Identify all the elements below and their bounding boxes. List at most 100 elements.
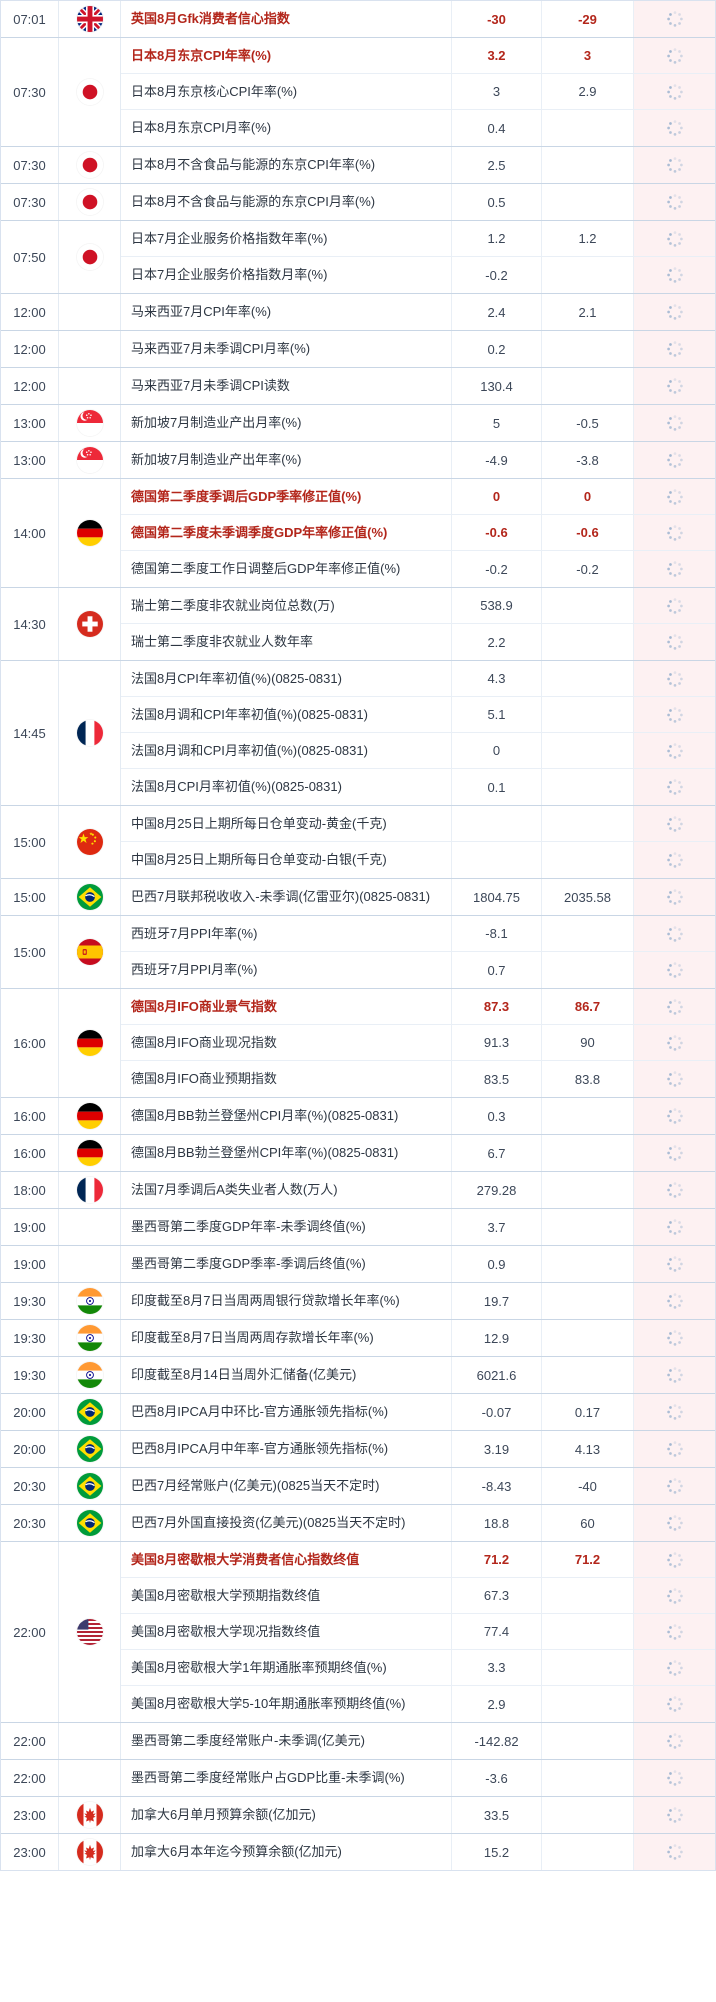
event-name[interactable]: 印度截至8月7日当周两周存款增长年率(%) (121, 1320, 452, 1356)
chart-loading-cell[interactable] (634, 1797, 715, 1833)
chart-loading-cell[interactable] (634, 1723, 715, 1759)
event-row[interactable]: 德国第二季度工作日调整后GDP年率修正值(%) -0.2 -0.2 (121, 551, 715, 587)
event-row[interactable]: 德国8月IFO商业现况指数 91.3 90 (121, 1025, 715, 1061)
event-name[interactable]: 墨西哥第二季度GDP季率-季调后终值(%) (121, 1246, 452, 1282)
chart-loading-cell[interactable] (634, 1760, 715, 1796)
event-name[interactable]: 瑞士第二季度非农就业人数年率 (121, 624, 452, 660)
event-row[interactable]: 巴西7月经常账户(亿美元)(0825当天不定时) -8.43 -40 (121, 1468, 715, 1504)
chart-loading-cell[interactable] (634, 661, 715, 696)
event-row[interactable]: 日本8月东京CPI月率(%) 0.4 (121, 110, 715, 146)
event-row[interactable]: 德国8月BB勃兰登堡州CPI年率(%)(0825-0831) 6.7 (121, 1135, 715, 1171)
event-name[interactable]: 法国8月CPI年率初值(%)(0825-0831) (121, 661, 452, 696)
event-row[interactable]: 瑞士第二季度非农就业岗位总数(万) 538.9 (121, 588, 715, 624)
event-row[interactable]: 马来西亚7月未季调CPI月率(%) 0.2 (121, 331, 715, 367)
event-row[interactable]: 新加坡7月制造业产出月率(%) 5 -0.5 (121, 405, 715, 441)
chart-loading-cell[interactable] (634, 1135, 715, 1171)
event-row[interactable]: 德国第二季度季调后GDP季率修正值(%) 0 0 (121, 479, 715, 515)
chart-loading-cell[interactable] (634, 294, 715, 330)
chart-loading-cell[interactable] (634, 1394, 715, 1430)
chart-loading-cell[interactable] (634, 879, 715, 915)
event-name[interactable]: 巴西8月IPCA月中环比-官方通胀领先指标(%) (121, 1394, 452, 1430)
chart-loading-cell[interactable] (634, 1431, 715, 1467)
event-row[interactable]: 法国8月调和CPI年率初值(%)(0825-0831) 5.1 (121, 697, 715, 733)
event-row[interactable]: 墨西哥第二季度GDP季率-季调后终值(%) 0.9 (121, 1246, 715, 1282)
event-row[interactable]: 马来西亚7月CPI年率(%) 2.4 2.1 (121, 294, 715, 330)
event-name[interactable]: 法国8月CPI月率初值(%)(0825-0831) (121, 769, 452, 805)
event-row[interactable]: 瑞士第二季度非农就业人数年率 2.2 (121, 624, 715, 660)
event-name[interactable]: 美国8月密歇根大学预期指数终值 (121, 1578, 452, 1613)
chart-loading-cell[interactable] (634, 38, 715, 73)
chart-loading-cell[interactable] (634, 588, 715, 623)
event-name[interactable]: 瑞士第二季度非农就业岗位总数(万) (121, 588, 452, 623)
chart-loading-cell[interactable] (634, 551, 715, 587)
event-row[interactable]: 日本7月企业服务价格指数月率(%) -0.2 (121, 257, 715, 293)
event-row[interactable]: 德国8月BB勃兰登堡州CPI月率(%)(0825-0831) 0.3 (121, 1098, 715, 1134)
chart-loading-cell[interactable] (634, 842, 715, 878)
event-name[interactable]: 德国8月IFO商业现况指数 (121, 1025, 452, 1060)
event-name[interactable]: 美国8月密歇根大学现况指数终值 (121, 1614, 452, 1649)
event-row[interactable]: 西班牙7月PPI月率(%) 0.7 (121, 952, 715, 988)
event-row[interactable]: 日本7月企业服务价格指数年率(%) 1.2 1.2 (121, 221, 715, 257)
event-row[interactable]: 日本8月东京核心CPI年率(%) 3 2.9 (121, 74, 715, 110)
event-row[interactable]: 法国8月调和CPI月率初值(%)(0825-0831) 0 (121, 733, 715, 769)
event-name[interactable]: 巴西8月IPCA月中年率-官方通胀领先指标(%) (121, 1431, 452, 1467)
event-name[interactable]: 巴西7月经常账户(亿美元)(0825当天不定时) (121, 1468, 452, 1504)
chart-loading-cell[interactable] (634, 1650, 715, 1685)
event-row[interactable]: 中国8月25日上期所每日仓单变动-黄金(千克) (121, 806, 715, 842)
event-row[interactable]: 西班牙7月PPI年率(%) -8.1 (121, 916, 715, 952)
event-name[interactable]: 马来西亚7月CPI年率(%) (121, 294, 452, 330)
event-row[interactable]: 加拿大6月单月预算余额(亿加元) 33.5 (121, 1797, 715, 1833)
event-row[interactable]: 日本8月不含食品与能源的东京CPI月率(%) 0.5 (121, 184, 715, 220)
event-name[interactable]: 加拿大6月单月预算余额(亿加元) (121, 1797, 452, 1833)
event-row[interactable]: 印度截至8月7日当周两周存款增长年率(%) 12.9 (121, 1320, 715, 1356)
event-row[interactable]: 法国7月季调后A类失业者人数(万人) 279.28 (121, 1172, 715, 1208)
event-row[interactable]: 法国8月CPI年率初值(%)(0825-0831) 4.3 (121, 661, 715, 697)
event-name[interactable]: 日本7月企业服务价格指数月率(%) (121, 257, 452, 293)
chart-loading-cell[interactable] (634, 479, 715, 514)
event-name[interactable]: 西班牙7月PPI年率(%) (121, 916, 452, 951)
event-row[interactable]: 美国8月密歇根大学1年期通胀率预期终值(%) 3.3 (121, 1650, 715, 1686)
event-row[interactable]: 墨西哥第二季度GDP年率-未季调终值(%) 3.7 (121, 1209, 715, 1245)
chart-loading-cell[interactable] (634, 442, 715, 478)
chart-loading-cell[interactable] (634, 1357, 715, 1393)
chart-loading-cell[interactable] (634, 1578, 715, 1613)
event-name[interactable]: 新加坡7月制造业产出月率(%) (121, 405, 452, 441)
chart-loading-cell[interactable] (634, 147, 715, 183)
chart-loading-cell[interactable] (634, 1468, 715, 1504)
chart-loading-cell[interactable] (634, 1061, 715, 1097)
event-name[interactable]: 墨西哥第二季度经常账户-未季调(亿美元) (121, 1723, 452, 1759)
event-name[interactable]: 马来西亚7月未季调CPI月率(%) (121, 331, 452, 367)
event-row[interactable]: 法国8月CPI月率初值(%)(0825-0831) 0.1 (121, 769, 715, 805)
chart-loading-cell[interactable] (634, 624, 715, 660)
event-row[interactable]: 英国8月Gfk消费者信心指数 -30 -29 (121, 1, 715, 37)
event-row[interactable]: 美国8月密歇根大学预期指数终值 67.3 (121, 1578, 715, 1614)
chart-loading-cell[interactable] (634, 1614, 715, 1649)
event-row[interactable]: 德国8月IFO商业预期指数 83.5 83.8 (121, 1061, 715, 1097)
event-name[interactable]: 印度截至8月14日当周外汇储备(亿美元) (121, 1357, 452, 1393)
event-row[interactable]: 加拿大6月本年迄今预算余额(亿加元) 15.2 (121, 1834, 715, 1870)
event-row[interactable]: 墨西哥第二季度经常账户-未季调(亿美元) -142.82 (121, 1723, 715, 1759)
event-row[interactable]: 巴西7月外国直接投资(亿美元)(0825当天不定时) 18.8 60 (121, 1505, 715, 1541)
event-row[interactable]: 墨西哥第二季度经常账户占GDP比重-未季调(%) -3.6 (121, 1760, 715, 1796)
event-row[interactable]: 美国8月密歇根大学消费者信心指数终值 71.2 71.2 (121, 1542, 715, 1578)
chart-loading-cell[interactable] (634, 1209, 715, 1245)
event-name[interactable]: 英国8月Gfk消费者信心指数 (121, 1, 452, 37)
event-name[interactable]: 中国8月25日上期所每日仓单变动-黄金(千克) (121, 806, 452, 841)
event-name[interactable]: 日本8月不含食品与能源的东京CPI月率(%) (121, 184, 452, 220)
event-row[interactable]: 新加坡7月制造业产出年率(%) -4.9 -3.8 (121, 442, 715, 478)
event-name[interactable]: 美国8月密歇根大学消费者信心指数终值 (121, 1542, 452, 1577)
event-name[interactable]: 墨西哥第二季度经常账户占GDP比重-未季调(%) (121, 1760, 452, 1796)
chart-loading-cell[interactable] (634, 1283, 715, 1319)
chart-loading-cell[interactable] (634, 1320, 715, 1356)
chart-loading-cell[interactable] (634, 769, 715, 805)
chart-loading-cell[interactable] (634, 1246, 715, 1282)
event-name[interactable]: 法国8月调和CPI月率初值(%)(0825-0831) (121, 733, 452, 768)
event-row[interactable]: 中国8月25日上期所每日仓单变动-白银(千克) (121, 842, 715, 878)
event-name[interactable]: 德国8月BB勃兰登堡州CPI年率(%)(0825-0831) (121, 1135, 452, 1171)
chart-loading-cell[interactable] (634, 368, 715, 404)
event-name[interactable]: 日本8月东京CPI年率(%) (121, 38, 452, 73)
event-row[interactable]: 日本8月不含食品与能源的东京CPI年率(%) 2.5 (121, 147, 715, 183)
event-row[interactable]: 巴西8月IPCA月中年率-官方通胀领先指标(%) 3.19 4.13 (121, 1431, 715, 1467)
chart-loading-cell[interactable] (634, 1834, 715, 1870)
chart-loading-cell[interactable] (634, 697, 715, 732)
